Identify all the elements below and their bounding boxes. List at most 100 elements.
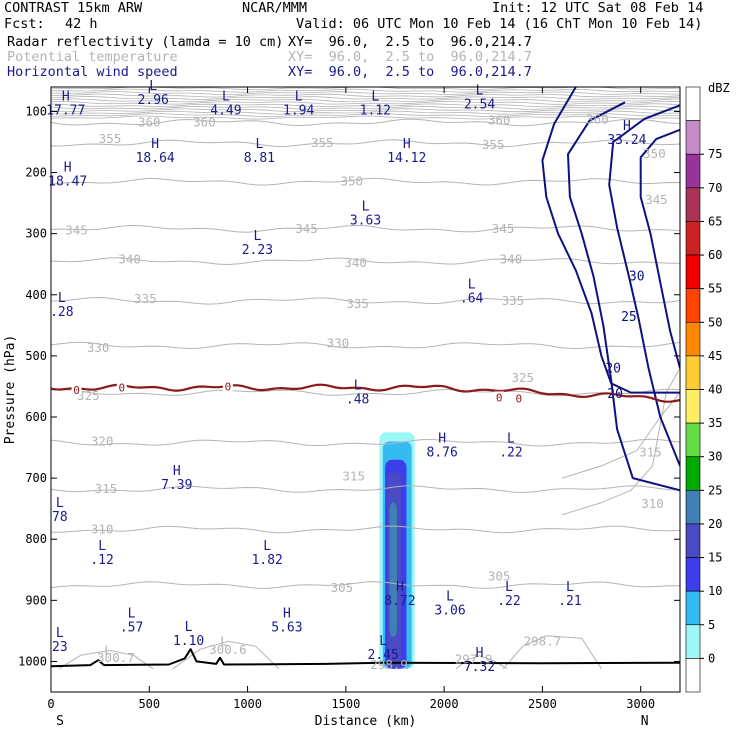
isentrope-value-label: 300.7 bbox=[97, 650, 135, 665]
extremum-marker: L bbox=[507, 432, 515, 447]
isentrope-line bbox=[51, 438, 680, 447]
isentrope-value-label: 298.9 bbox=[370, 657, 408, 672]
colorbar-swatch bbox=[685, 557, 701, 592]
x-axis-north-label: N bbox=[641, 714, 649, 729]
extremum-marker: L bbox=[362, 199, 370, 214]
colorbar-tick-label: 20 bbox=[708, 517, 722, 531]
terrain-surface-line bbox=[51, 648, 680, 668]
isentrope-value-label: 335 bbox=[346, 296, 369, 311]
isentrope-value-label: 350 bbox=[643, 146, 666, 161]
valid-time: Valid: 06 UTC Mon 10 Feb 14 (16 ChT Mon … bbox=[296, 16, 703, 32]
isentrope-value-label: 360 bbox=[488, 113, 511, 128]
extremum-marker: H bbox=[62, 89, 70, 104]
freezing-level-label-bg bbox=[71, 384, 82, 396]
extremum-value: .57 bbox=[120, 620, 143, 635]
isentrope-value-label: 310 bbox=[641, 496, 664, 511]
isentrope-value-label: 305 bbox=[331, 580, 354, 595]
field-theta-xy: XY= 96.0, 2.5 to 96.0,214.7 bbox=[288, 49, 532, 65]
extremum-marker: H bbox=[403, 137, 411, 152]
extremum-value: 7.39 bbox=[161, 478, 192, 493]
colorbar-tick-label: 50 bbox=[708, 315, 722, 329]
y-axis-tick-label: 600 bbox=[25, 410, 47, 424]
colorbar-tick-label: 65 bbox=[708, 214, 722, 228]
colorbar-tick-label: 5 bbox=[708, 618, 715, 632]
isentrope-value-label: 355 bbox=[311, 135, 334, 150]
x-axis-tick-label: 2500 bbox=[528, 697, 557, 711]
extremum-marker: L bbox=[222, 89, 230, 104]
wind-speed-value-label: 30 bbox=[629, 269, 645, 284]
isentrope-surface-contour bbox=[58, 649, 154, 670]
colorbar-swatch bbox=[685, 658, 701, 693]
isentrope-upper-line bbox=[51, 91, 680, 95]
extremum-value: .21 bbox=[558, 594, 581, 609]
field-wind-xy: XY= 96.0, 2.5 to 96.0,214.7 bbox=[288, 64, 532, 80]
freezing-level-value-label: 0 bbox=[496, 391, 503, 404]
extremum-marker: H bbox=[396, 580, 404, 595]
colorbar-swatch bbox=[685, 221, 701, 256]
isentrope-value-label: L bbox=[104, 642, 112, 657]
extremum-value: 1.82 bbox=[252, 553, 283, 568]
isentrope-line bbox=[51, 581, 680, 589]
isentrope-value-label: 340 bbox=[344, 255, 367, 270]
isentrope-value-label: 300.6 bbox=[209, 642, 247, 657]
extremum-marker: H bbox=[438, 432, 446, 447]
isentrope-upper-line bbox=[51, 100, 680, 105]
isentrope-surface-contour bbox=[502, 635, 602, 670]
extremum-marker: L bbox=[446, 589, 454, 604]
wind-speed-20-contour bbox=[541, 87, 680, 394]
extremum-marker: L bbox=[354, 379, 362, 394]
extremum-marker: L bbox=[263, 539, 271, 554]
forecast-hour-value: 42 h bbox=[65, 16, 98, 32]
extremum-value: 1.12 bbox=[360, 103, 391, 118]
extremum-marker: L bbox=[505, 580, 513, 595]
isentrope-value-label: 330 bbox=[87, 340, 110, 355]
x-axis-south-label: S bbox=[56, 714, 64, 729]
extremum-marker: L bbox=[58, 291, 66, 306]
extremum-value: 8.76 bbox=[427, 446, 458, 461]
colorbar-swatch bbox=[685, 355, 701, 390]
isentrope-value-label: 360 bbox=[193, 114, 216, 129]
extremum-value: 7.32 bbox=[464, 660, 495, 675]
x-axis-tick-label: 3000 bbox=[626, 697, 655, 711]
freezing-level-value-label: 0 bbox=[225, 380, 232, 393]
isentrope-value-label: 345 bbox=[65, 223, 88, 238]
wind-speed-value-label: 20 bbox=[605, 362, 621, 377]
extremum-value: 2.23 bbox=[242, 243, 273, 258]
wind-speed-value-label: 25 bbox=[621, 310, 637, 325]
colorbar-swatch bbox=[685, 254, 701, 289]
isentrope-line bbox=[51, 485, 680, 493]
extremum-value: 1.94 bbox=[283, 103, 314, 118]
isentrope-line bbox=[51, 388, 680, 397]
x-axis-tick-label: 2000 bbox=[430, 697, 459, 711]
extremum-value: 14.12 bbox=[387, 151, 426, 166]
extremum-value: 2.45 bbox=[368, 648, 399, 663]
colorbar-swatch bbox=[685, 523, 701, 558]
extremum-value: 8.72 bbox=[384, 594, 415, 609]
extremum-value: 1.10 bbox=[173, 634, 204, 649]
colorbar-tick-label: 75 bbox=[708, 147, 722, 161]
extremum-value: .28 bbox=[50, 305, 73, 320]
freezing-level-label-bg bbox=[222, 380, 233, 392]
extremum-marker: L bbox=[98, 539, 106, 554]
isentrope-upper-line bbox=[51, 103, 680, 108]
isentrope-upper-line bbox=[51, 110, 680, 115]
colorbar-swatch bbox=[685, 288, 701, 323]
extremum-value: 33.24 bbox=[607, 133, 646, 148]
isentrope-surface-contour bbox=[172, 640, 280, 670]
extremum-value: 2.96 bbox=[138, 93, 169, 108]
colorbar-swatch bbox=[685, 187, 701, 222]
isentrope-upper-line bbox=[51, 88, 680, 93]
x-axis-title: Distance (km) bbox=[315, 714, 417, 729]
y-axis-tick-label: 500 bbox=[25, 349, 47, 363]
colorbar-swatch bbox=[685, 389, 701, 424]
isentrope-upper-line bbox=[51, 108, 680, 113]
extremum-marker: L bbox=[255, 137, 263, 152]
y-axis-tick-label: 200 bbox=[25, 166, 47, 180]
extremum-marker: L bbox=[185, 620, 193, 635]
extremum-marker: H bbox=[173, 464, 181, 479]
colorbar-swatch bbox=[685, 120, 701, 155]
extremum-value: 3.63 bbox=[350, 213, 381, 228]
plot-header: CONTRAST 15km ARW NCAR/MMM Init: 12 UTC … bbox=[0, 0, 740, 86]
isentrope-line bbox=[51, 257, 680, 265]
organization-label: NCAR/MMM bbox=[242, 0, 308, 16]
